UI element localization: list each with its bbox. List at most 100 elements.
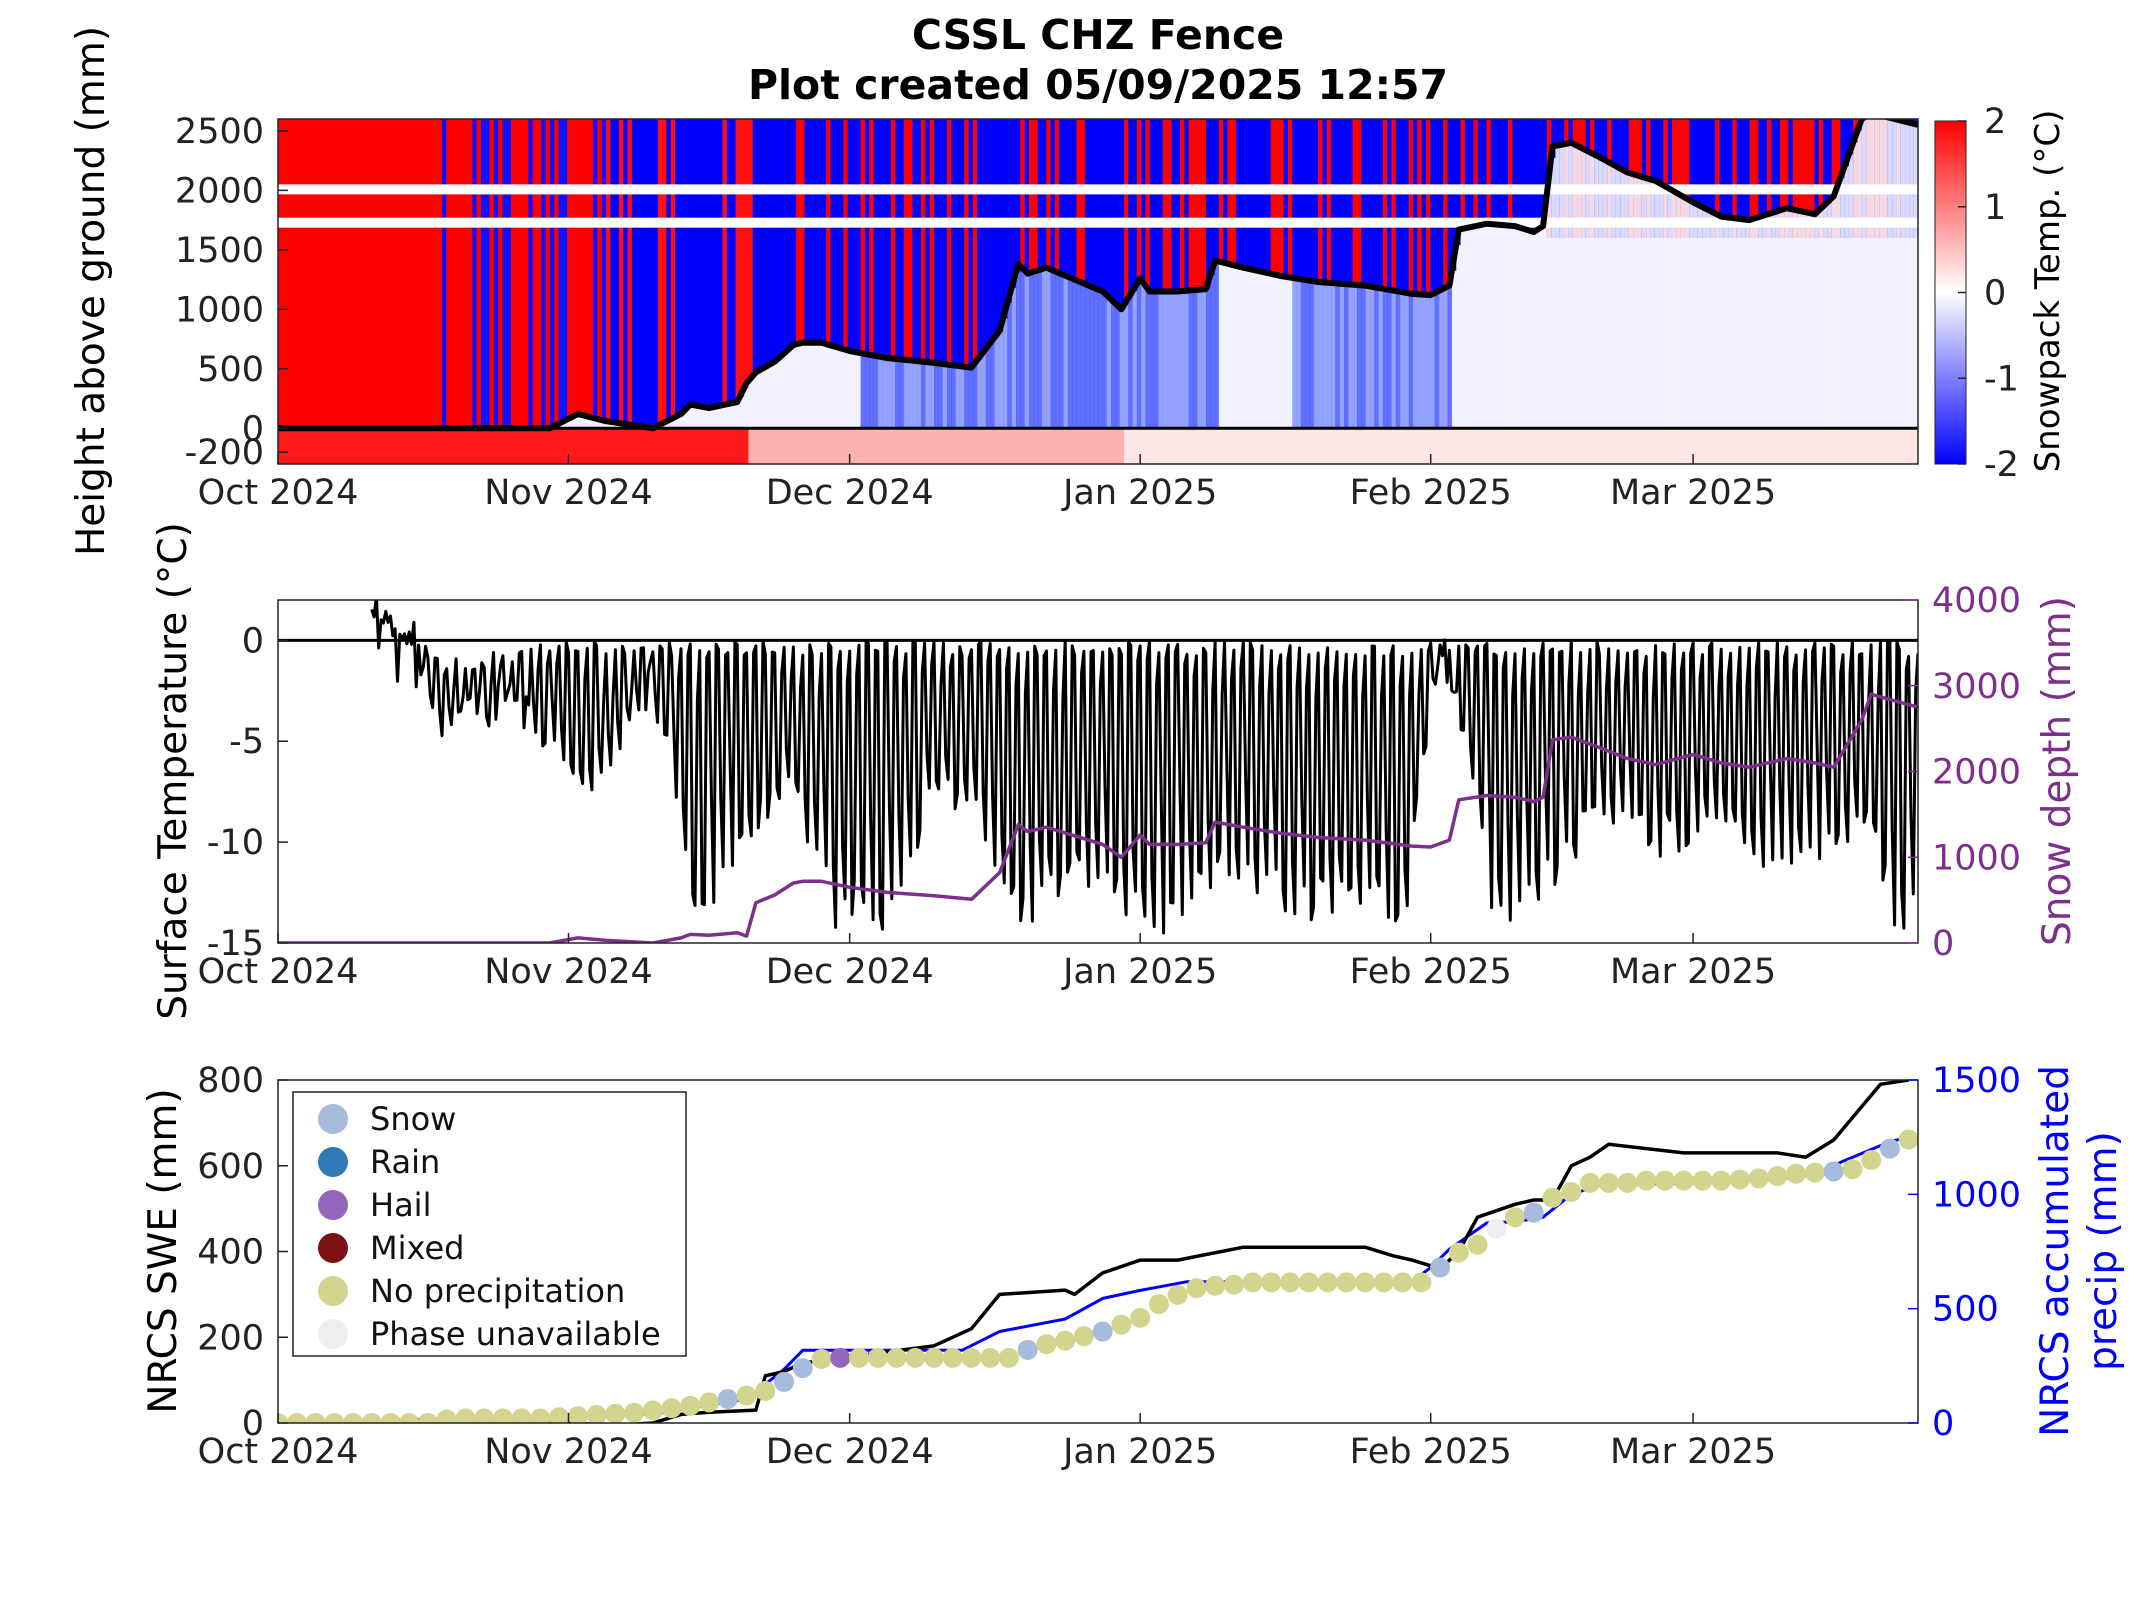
heatmap-cell — [1529, 230, 1535, 429]
precip-phase-point — [1898, 1129, 1918, 1150]
heatmap-cell — [1676, 428, 1682, 464]
heatmap-cell — [1836, 189, 1841, 429]
x-tick-label: Mar 2025 — [1610, 1432, 1776, 1472]
heatmap-cell — [571, 417, 577, 429]
heatmap-cell — [795, 428, 801, 464]
heatmap-cell — [1408, 119, 1414, 294]
heatmap-cell — [1395, 428, 1401, 464]
heatmap-cell — [1538, 229, 1544, 429]
heatmap-cell — [1059, 273, 1065, 429]
nrcs-x-ticks: Oct 2024 Nov 2024 Dec 2024 Jan 2025 Feb 2025… — [198, 1413, 1776, 1472]
heatmap-cell — [1844, 166, 1850, 429]
heatmap-cell — [1818, 210, 1824, 429]
heatmap-cell — [886, 119, 892, 359]
heatmap-cell — [912, 428, 918, 464]
heatmap-cell — [752, 119, 758, 377]
heatmap-cell — [847, 428, 853, 464]
heatmap-cell — [1037, 119, 1043, 271]
heatmap-cell — [394, 428, 400, 464]
heatmap-cell — [614, 428, 620, 464]
heatmap-cell — [1210, 428, 1216, 464]
heatmap-cell — [882, 357, 888, 429]
heatmap-cell — [821, 119, 827, 343]
heatmap-cell — [580, 414, 586, 429]
heatmap-cell — [1067, 428, 1073, 464]
heatmap-cell — [1508, 119, 1513, 226]
heatmap-cell — [1469, 428, 1475, 464]
heatmap-cell — [981, 428, 987, 464]
heatmap-cell — [597, 428, 603, 464]
heatmap-cell — [1611, 428, 1617, 464]
snowpack-y-axis-label: Height above ground (mm) — [69, 26, 114, 556]
precip-phase-point — [1729, 1169, 1750, 1190]
heatmap-cell — [1382, 119, 1388, 289]
heatmap-cell — [390, 428, 396, 464]
heatmap-cell — [1719, 428, 1725, 464]
heatmap-cell — [1594, 428, 1600, 464]
heatmap-cell — [804, 428, 810, 464]
precip-phase-point — [1673, 1170, 1694, 1191]
heatmap-cell — [411, 428, 417, 464]
heatmap-cell — [1266, 428, 1272, 464]
heatmap-cell — [610, 428, 616, 464]
heatmap-cell — [489, 119, 495, 429]
heatmap-cell — [614, 119, 620, 423]
heatmap-cell — [338, 119, 344, 429]
heatmap-cell — [1344, 283, 1349, 429]
heatmap-cell — [1499, 224, 1505, 429]
heatmap-cell — [748, 428, 754, 464]
heatmap-cell — [1253, 119, 1259, 270]
heatmap-cell — [1344, 428, 1349, 464]
heatmap-cell — [1779, 119, 1785, 238]
heatmap-cell — [765, 119, 771, 367]
precip-phase-point — [1017, 1339, 1038, 1360]
x-tick-label: Nov 2024 — [484, 952, 653, 992]
heatmap-cell — [903, 359, 909, 429]
precip-phase-point — [1861, 1150, 1882, 1171]
heatmap-cell — [1766, 214, 1772, 429]
heatmap-cell — [782, 354, 788, 429]
heatmap-cell — [713, 407, 719, 429]
precip-phase-point — [1580, 1172, 1600, 1193]
heatmap-cell — [472, 119, 478, 429]
y-tick-label: 1500 — [175, 231, 264, 271]
heatmap-cell — [1033, 119, 1039, 272]
heatmap-cell — [1620, 428, 1626, 464]
heatmap-cell — [1313, 428, 1319, 464]
heatmap-cell — [1447, 428, 1453, 464]
heatmap-cell — [1486, 119, 1492, 224]
heatmap-cell — [1132, 291, 1138, 429]
heatmap-cell — [890, 119, 896, 359]
heatmap-cell — [580, 119, 586, 415]
heatmap-cell — [899, 428, 905, 464]
heatmap-cell — [1218, 261, 1224, 429]
heatmap-cell — [1400, 291, 1406, 429]
precip-phase-point — [278, 1413, 288, 1423]
heatmap-cell — [454, 119, 460, 429]
heatmap-cell — [955, 119, 961, 366]
heatmap-cell — [1102, 119, 1108, 292]
heatmap-cell — [839, 119, 844, 348]
heatmap-cell — [1486, 428, 1492, 464]
heatmap-cell — [856, 428, 862, 464]
heatmap-cell — [372, 119, 378, 429]
heatmap-cell — [1797, 428, 1803, 464]
heatmap-cell — [1395, 119, 1401, 292]
y-tick-label: 0 — [242, 1404, 264, 1444]
heatmap-cell — [1313, 281, 1319, 429]
heatmap-cell — [1421, 294, 1427, 429]
surface-y-ticks: 0 -5 -10 -15 — [207, 621, 288, 964]
heatmap-cell — [528, 119, 534, 429]
nrcs-y2-ticks: 1500 1000 500 0 — [1908, 1061, 2021, 1444]
nrcs-swe-y-axis-label: NRCS SWE (mm) — [141, 1088, 186, 1413]
heatmap-cell — [1693, 428, 1699, 464]
heatmap-cell — [1857, 428, 1863, 464]
heatmap-cell — [433, 119, 439, 429]
heatmap-cell — [446, 428, 452, 464]
heatmap-cell — [437, 119, 443, 429]
heatmap-cell — [1749, 220, 1755, 429]
heatmap-cell — [571, 119, 577, 418]
heatmap-cell — [774, 361, 780, 429]
heatmap-gap — [278, 184, 1918, 195]
heatmap-cell — [679, 428, 685, 464]
